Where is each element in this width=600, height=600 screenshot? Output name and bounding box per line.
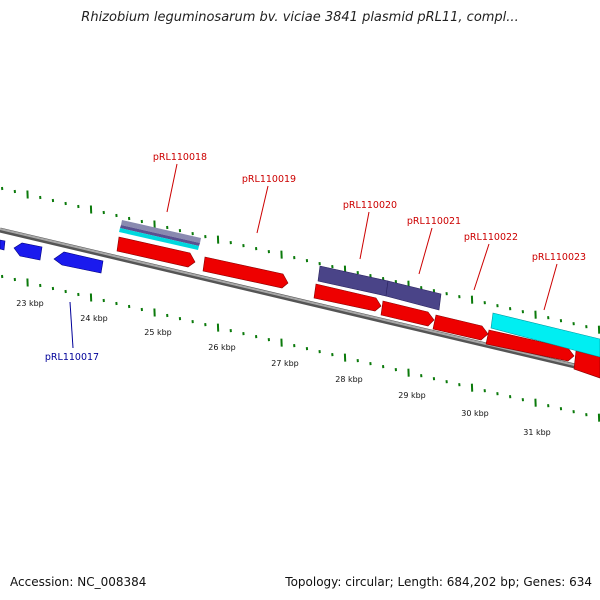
ruler-label: 29 kbp [398, 391, 426, 400]
feature-purple-pRL110021[interactable] [385, 280, 442, 311]
gene-pRL110019[interactable] [202, 256, 289, 289]
leader-line [473, 243, 490, 291]
ruler-label: 28 kbp [335, 375, 363, 384]
gene-label-pRL110019[interactable]: pRL110019 [242, 174, 296, 185]
leader-line [359, 211, 370, 260]
backbone-highlight [0, 228, 600, 372]
feature-stripe [119, 228, 199, 250]
gene-label-pRL110017[interactable]: pRL110017 [45, 352, 99, 363]
topology-summary: Topology: circular; Length: 684,202 bp; … [285, 575, 592, 589]
feature-cyan-pRL110023[interactable] [490, 312, 600, 358]
map-title: Rhizobium leguminosarum bv. viciae 3841 … [81, 10, 519, 25]
ruler-label: 30 kbp [461, 409, 489, 418]
gene-pRL110022[interactable] [432, 314, 489, 341]
feature-stripe [121, 220, 201, 243]
minus-gene-pRL110017[interactable] [53, 251, 104, 274]
gene-label-pRL110021[interactable]: pRL110021 [407, 216, 461, 227]
leader-line [166, 163, 178, 213]
gene-label-pRL110023[interactable]: pRL110023 [532, 252, 586, 263]
minus-gene-pRL110016[interactable] [13, 242, 43, 261]
gene-label-pRL110022[interactable]: pRL110022 [464, 232, 518, 243]
ruler-label: 25 kbp [144, 328, 172, 337]
gene-pRL110018[interactable] [116, 236, 196, 268]
leader-line [69, 301, 74, 349]
feature-stripe [120, 225, 200, 246]
inner-tick-track [1, 274, 600, 422]
ruler-label: 27 kbp [271, 359, 299, 368]
gene-label-pRL110018[interactable]: pRL110018 [153, 152, 207, 163]
leader-line [418, 227, 433, 275]
leader-line [543, 263, 558, 311]
gene-pRL110020[interactable] [313, 283, 382, 312]
accession-text: Accession: NC_008384 [10, 575, 147, 589]
outer-tick-track [1, 186, 600, 334]
ruler-label: 24 kbp [80, 314, 108, 323]
ruler-label: 31 kbp [523, 428, 551, 437]
leader-line [256, 185, 269, 234]
ruler-label: 23 kbp [16, 299, 44, 308]
gene-label-pRL110020[interactable]: pRL110020 [343, 200, 397, 211]
gene-pRL110021[interactable] [380, 300, 435, 327]
minus-gene-partial[interactable] [0, 239, 6, 251]
ruler-label: 26 kbp [208, 343, 236, 352]
